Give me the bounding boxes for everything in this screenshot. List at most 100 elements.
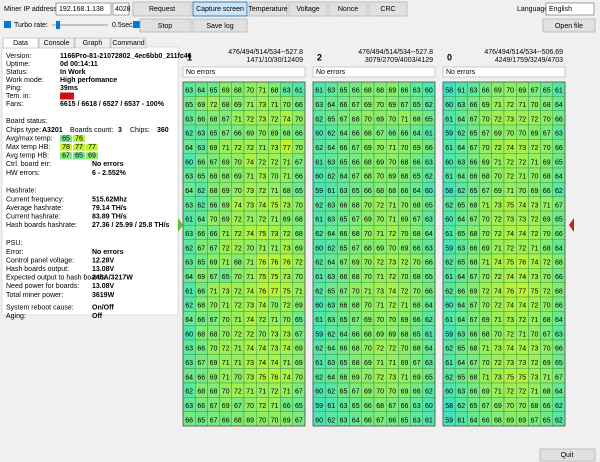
stop-button[interactable] (139, 18, 192, 33)
chip-temp: 74 (531, 260, 539, 267)
request-button[interactable] (132, 1, 192, 17)
chip-temp: 69 (271, 131, 279, 138)
chip-temp: 73 (506, 317, 514, 324)
chip-temp: 75 (271, 202, 279, 209)
board-header: 3079/2709/4003/4129 (365, 57, 433, 64)
capture-button[interactable] (192, 1, 248, 17)
chip-temp: 74 (506, 346, 514, 353)
capture-label: Capture screen (196, 6, 244, 13)
tab[interactable] (74, 37, 111, 49)
info-value: No errors (92, 161, 124, 168)
chip-temp: 62 (185, 245, 193, 252)
chip-temp: 72 (258, 188, 266, 195)
board-status: No errors (446, 69, 476, 76)
info-label: Need power for boards: (6, 283, 79, 290)
chip-temp: 68 (234, 88, 242, 95)
chip-temp: 73 (246, 374, 254, 381)
tab[interactable] (38, 37, 75, 49)
wait-checkbox[interactable] (133, 21, 140, 28)
mode-button[interactable] (248, 1, 288, 17)
chip-temp: 68 (210, 389, 218, 396)
chip-temp: 74 (518, 303, 526, 310)
chip-temp: 71 (388, 202, 396, 209)
chip-temp: 66 (470, 174, 478, 181)
turbo-checkbox[interactable] (4, 21, 11, 28)
port-field[interactable] (112, 2, 130, 16)
mode-button[interactable] (328, 1, 368, 17)
temp-box (86, 152, 98, 160)
ip-field[interactable] (55, 2, 112, 16)
chip-temp: 66 (197, 374, 205, 381)
chip-temp: 67 (295, 331, 303, 338)
left-arrow[interactable] (178, 218, 183, 232)
chip-temp: 69 (401, 317, 409, 324)
chip-temp: 60 (425, 403, 433, 410)
tab[interactable] (2, 37, 39, 49)
chip-temp: 60 (425, 88, 433, 95)
chip-temp: 69 (234, 102, 242, 109)
info-panel (1, 46, 179, 316)
chip-temp: 71 (222, 360, 230, 367)
chip-temp: 73 (494, 374, 502, 381)
chip-temp: 67 (555, 374, 563, 381)
info-label: Total miner power: (6, 292, 63, 299)
chip-temp: 63 (425, 245, 433, 252)
temp-box-value: 77 (75, 144, 83, 151)
chip-temp: 64 (470, 417, 478, 424)
chip-temp: 67 (352, 174, 360, 181)
chip-temp: 65 (470, 131, 478, 138)
chip-temp: 67 (543, 331, 551, 338)
mode-button[interactable] (288, 1, 328, 17)
chip-temp: 69 (197, 274, 205, 281)
chip-temp: 68 (482, 331, 490, 338)
board-frame (442, 81, 566, 427)
board-status-select[interactable] (312, 66, 436, 78)
save-log-button[interactable] (192, 18, 248, 33)
chip-temp: 68 (401, 159, 409, 166)
chip-temp: 72 (234, 389, 242, 396)
tab[interactable] (110, 37, 147, 49)
chip-temp: 73 (258, 102, 266, 109)
chip-temp: 71 (283, 360, 291, 367)
chip-temp: 63 (327, 159, 335, 166)
chip-temp: 60 (445, 389, 453, 396)
chip-temp: 71 (494, 317, 502, 324)
chip-temp: 74 (258, 303, 266, 310)
board-header: 476/494/514/534--527.8 (228, 49, 303, 56)
chip-temp: 75 (518, 374, 526, 381)
chip-temp: 65 (352, 188, 360, 195)
chip-temp: 73 (531, 202, 539, 209)
chip-temp: 60 (425, 188, 433, 195)
chip-temp: 70 (376, 145, 384, 152)
info-value: 3 (118, 127, 122, 134)
chip-temp: 69 (222, 403, 230, 410)
language-select[interactable] (545, 2, 595, 16)
chip-temp: 66 (388, 417, 396, 424)
chip-temp: 68 (494, 417, 502, 424)
chip-temp: 71 (258, 145, 266, 152)
chip-temp: 74 (494, 260, 502, 267)
chip-temp: 61 (315, 217, 323, 224)
chip-temp: 61 (445, 231, 453, 238)
chip-temp: 66 (352, 331, 360, 338)
right-arrow[interactable] (569, 218, 574, 232)
chip-temp: 72 (258, 317, 266, 324)
board-status-select[interactable] (442, 66, 566, 78)
chip-temp: 63 (327, 317, 335, 324)
info-label: HW errors: (6, 170, 40, 177)
open-file-button[interactable] (542, 18, 596, 33)
board-status-select[interactable] (182, 66, 306, 78)
quit-button[interactable] (539, 448, 596, 462)
chip-temp: 70 (364, 231, 372, 238)
slider-thumb[interactable] (56, 21, 60, 29)
tab-label: Command (112, 40, 144, 47)
chip-temp: 72 (376, 202, 384, 209)
chip-temp: 68 (352, 303, 360, 310)
ip-value: 192.168.1.138 (59, 6, 104, 13)
chip-temp: 66 (222, 417, 230, 424)
chip-temp: 72 (543, 260, 551, 267)
chip-temp: 68 (197, 331, 205, 338)
chip-temp: 72 (494, 274, 502, 281)
chip-temp: 70 (413, 260, 421, 267)
mode-button[interactable] (368, 1, 408, 17)
